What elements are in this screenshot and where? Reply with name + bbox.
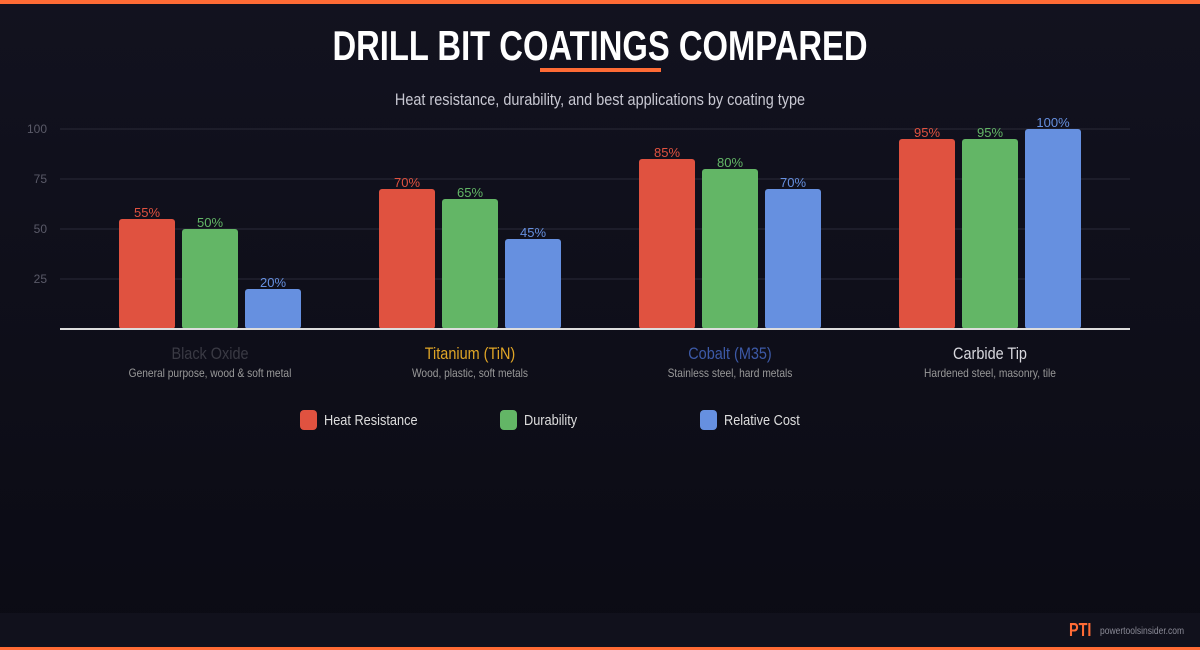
legend-label: Durability: [524, 411, 578, 429]
bar-durability: [962, 139, 1018, 329]
data-label: 55%: [134, 205, 160, 220]
bar-heat-resistance: [639, 159, 695, 329]
data-label: 50%: [197, 215, 223, 230]
data-label: 100%: [1036, 115, 1070, 130]
y-tick-label: 25: [34, 272, 48, 286]
category-desc: Stainless steel, hard metals: [667, 366, 793, 380]
footer-logo: PTI: [1069, 620, 1092, 640]
category-name: Black Oxide: [171, 344, 249, 363]
legend-label: Relative Cost: [724, 411, 800, 429]
legend-label: Heat Resistance: [324, 411, 418, 429]
data-label: 80%: [717, 155, 743, 170]
chart-title: DRILL BIT COATINGS COMPARED: [332, 22, 868, 69]
category-label: Cobalt (M35) Stainless steel, hard metals: [600, 344, 860, 380]
title-underline: [540, 68, 661, 72]
bar-relative-cost: [765, 189, 821, 329]
category-label: Black Oxide General purpose, wood & soft …: [80, 344, 340, 380]
data-label: 65%: [457, 185, 483, 200]
bar-relative-cost: [505, 239, 561, 329]
category-name: Carbide Tip: [953, 344, 1027, 363]
bar-heat-resistance: [119, 219, 175, 329]
category-desc: Wood, plastic, soft metals: [411, 366, 529, 380]
bar-durability: [182, 229, 238, 329]
bar-relative-cost: [1025, 129, 1081, 329]
legend-swatch: [500, 410, 517, 430]
bar-durability: [702, 169, 758, 329]
data-label: 95%: [914, 125, 940, 140]
footer-site: powertoolsinsider.com: [1100, 626, 1185, 637]
legend-swatch: [300, 410, 317, 430]
data-label: 20%: [260, 275, 286, 290]
y-tick-label: 100: [27, 122, 47, 136]
legend-swatch: [700, 410, 717, 430]
data-label: 95%: [977, 125, 1003, 140]
category-desc: General purpose, wood & soft metal: [128, 366, 292, 380]
bar-heat-resistance: [379, 189, 435, 329]
data-label: 85%: [654, 145, 680, 160]
bar-heat-resistance: [899, 139, 955, 329]
legend-item: Durability: [500, 410, 587, 430]
data-label: 70%: [394, 175, 420, 190]
category-desc: Hardened steel, masonry, tile: [924, 366, 1056, 380]
legend-item: Heat Resistance: [300, 410, 434, 430]
data-label: 45%: [520, 225, 546, 240]
top-accent-bar: [0, 0, 1200, 4]
legend-item: Relative Cost: [700, 410, 813, 430]
category-label: Titanium (TiN) Wood, plastic, soft metals: [340, 344, 600, 380]
bar-relative-cost: [245, 289, 301, 329]
data-label: 70%: [780, 175, 806, 190]
bottom-accent-bar: [0, 647, 1200, 650]
category-name: Cobalt (M35): [688, 344, 772, 363]
footer: [0, 613, 1200, 647]
bar-durability: [442, 199, 498, 329]
y-tick-label: 50: [34, 222, 48, 236]
category-name: Titanium (TiN): [424, 344, 516, 363]
chart-subtitle: Heat resistance, durability, and best ap…: [394, 90, 806, 109]
category-label: Carbide Tip Hardened steel, masonry, tile: [860, 344, 1120, 380]
y-tick-label: 75: [34, 172, 48, 186]
